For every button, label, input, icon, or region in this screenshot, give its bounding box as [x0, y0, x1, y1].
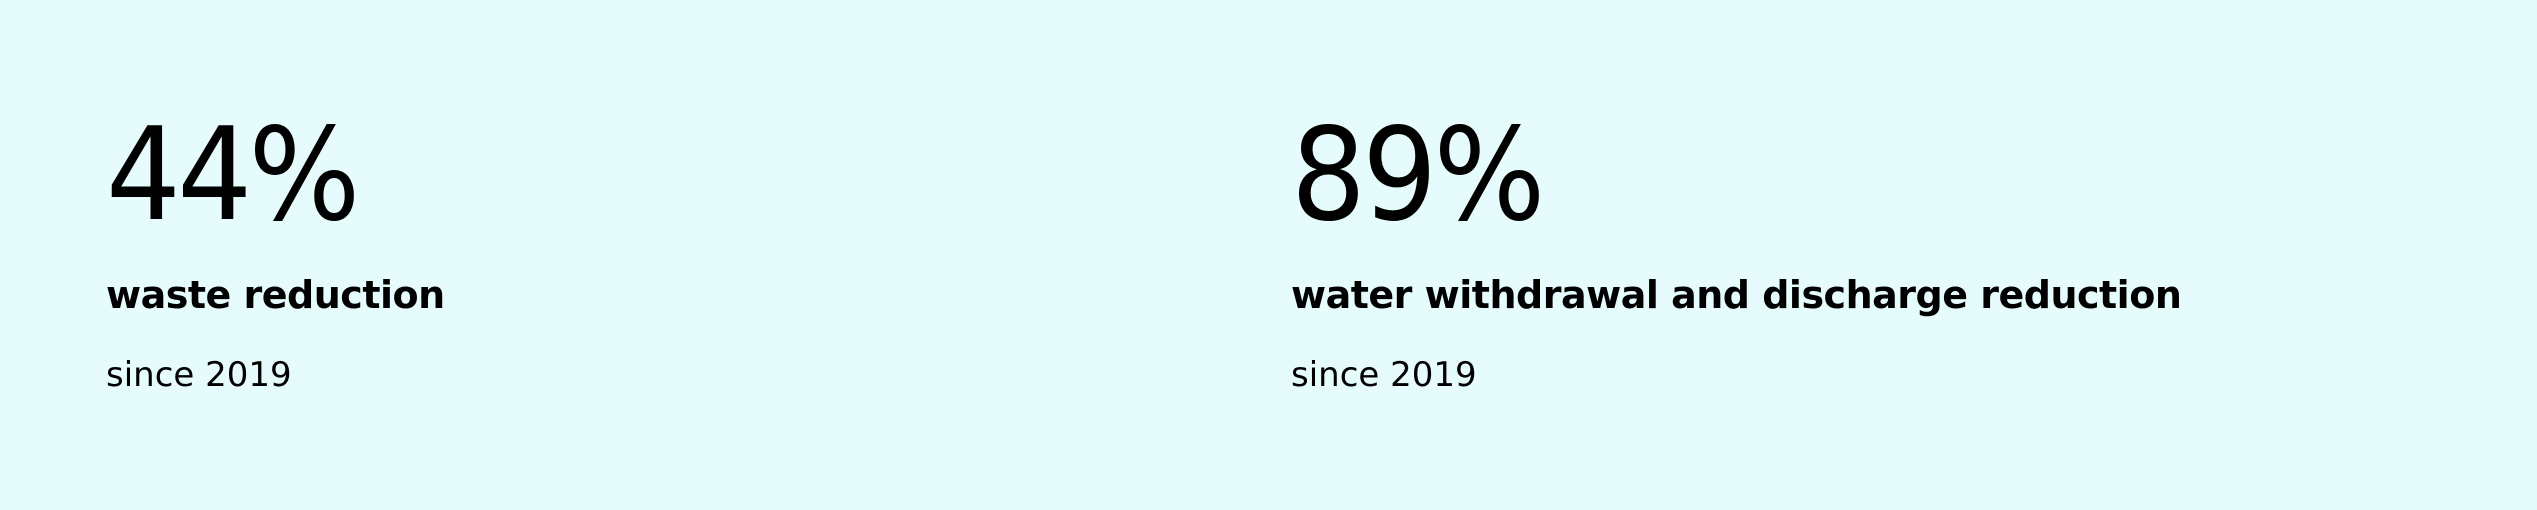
stat-water-reduction: 89% water withdrawal and discharge reduc…: [1291, 101, 2182, 395]
stat-subtext: since 2019: [1291, 355, 1477, 395]
stat-label: water withdrawal and discharge reduction: [1291, 273, 2182, 317]
stat-value: 44%: [106, 101, 360, 250]
stat-subtext: since 2019: [106, 355, 292, 395]
stat-value: 89%: [1291, 101, 1545, 250]
stat-waste-reduction: 44% waste reduction since 2019: [106, 101, 445, 395]
stat-label: waste reduction: [106, 273, 445, 317]
